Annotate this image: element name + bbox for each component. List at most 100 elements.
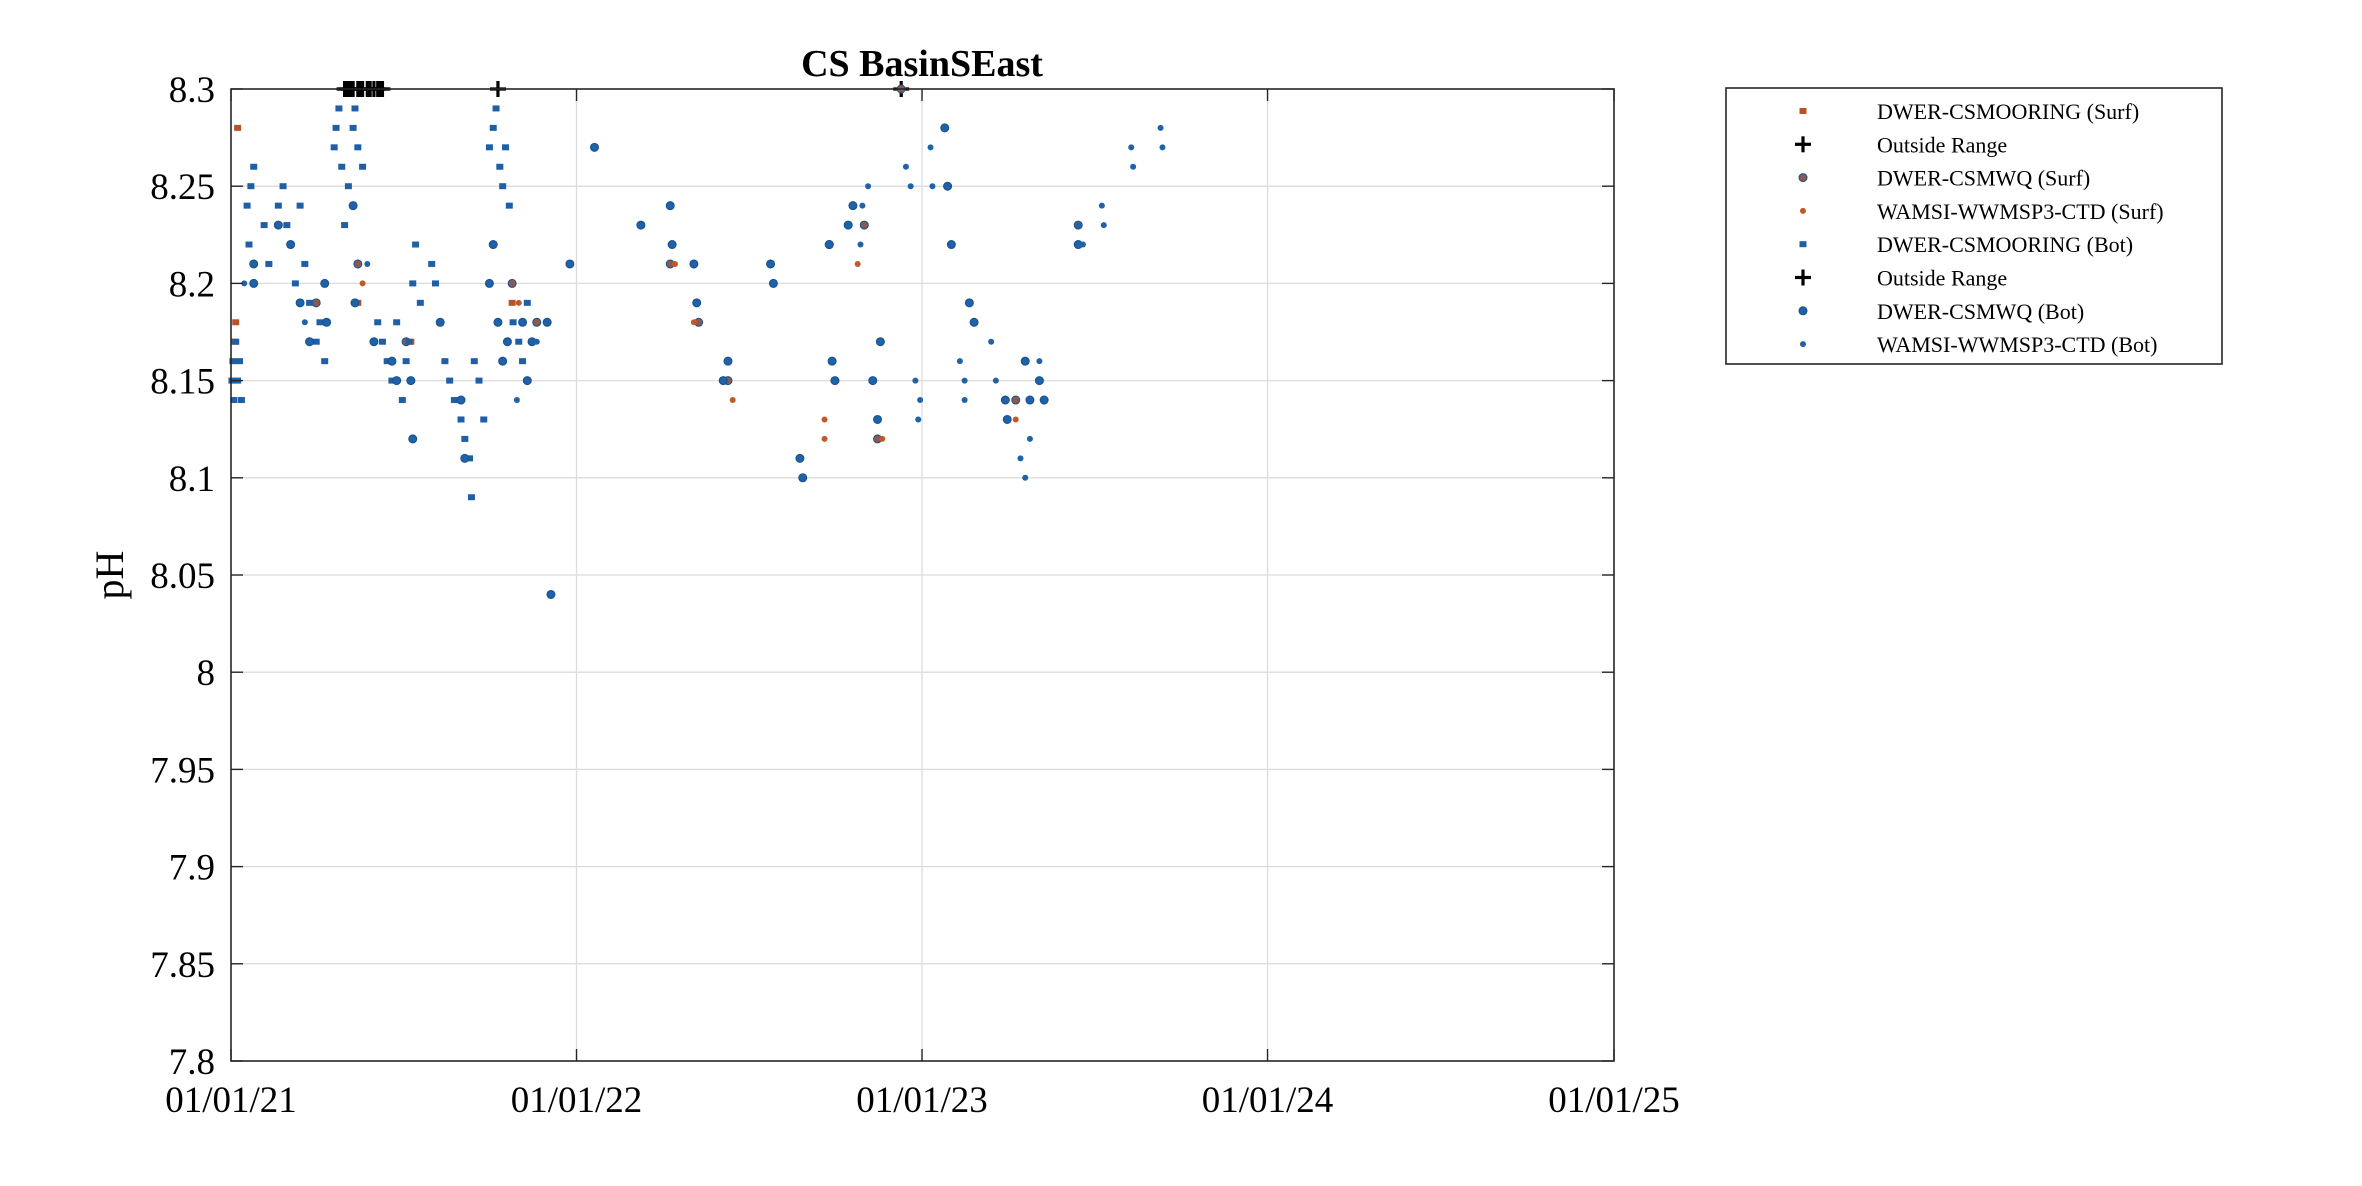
data-point	[692, 298, 702, 308]
x-tick-label: 01/01/23	[856, 1080, 988, 1121]
y-tick-label: 7.85	[150, 945, 215, 986]
data-point	[1025, 395, 1035, 405]
data-point	[306, 299, 314, 306]
data-point	[295, 298, 305, 308]
data-point	[250, 163, 258, 170]
y-axis-label: pH	[87, 551, 132, 600]
data-point	[236, 358, 244, 365]
data-point	[729, 397, 736, 404]
data-point	[589, 142, 599, 152]
series-3	[359, 260, 1019, 442]
data-point	[515, 299, 522, 306]
data-point	[533, 338, 540, 345]
data-point	[431, 280, 439, 287]
data-point	[351, 105, 359, 112]
data-point	[507, 278, 517, 288]
y-tick-label: 8.2	[169, 264, 215, 305]
data-point	[961, 397, 968, 404]
data-point	[237, 397, 245, 404]
data-point	[446, 377, 454, 384]
legend-marker	[1800, 207, 1806, 214]
data-point	[515, 338, 523, 345]
series-6	[249, 123, 1083, 599]
data-point	[1079, 241, 1086, 248]
data-point	[988, 338, 995, 345]
series-4	[228, 105, 531, 501]
data-point	[1000, 395, 1010, 405]
data-point	[1039, 395, 1049, 405]
data-point	[940, 123, 950, 133]
data-point	[387, 356, 397, 366]
data-point	[915, 416, 922, 423]
data-point	[354, 144, 362, 151]
y-tick-label: 7.9	[169, 848, 215, 889]
data-point	[1022, 474, 1029, 481]
data-point	[502, 144, 510, 151]
data-point	[873, 414, 883, 424]
y-tick-label: 8.3	[169, 70, 215, 111]
data-point	[330, 144, 338, 151]
data-point	[312, 338, 320, 345]
data-point	[412, 241, 419, 248]
y-tick-label: 8.15	[150, 362, 215, 403]
data-point	[405, 338, 413, 345]
data-point	[332, 124, 340, 131]
data-point	[1128, 144, 1135, 151]
data-point	[488, 240, 498, 250]
data-point	[398, 397, 406, 404]
data-point	[961, 377, 968, 384]
x-tick-label: 01/01/24	[1202, 1080, 1334, 1121]
data-point	[542, 317, 552, 327]
data-point	[273, 220, 283, 230]
data-point	[859, 220, 869, 230]
y-tick-label: 8	[197, 653, 216, 694]
data-point	[498, 356, 508, 366]
legend-label: Outside Range	[1877, 132, 2007, 157]
data-point	[406, 376, 416, 386]
data-point	[492, 105, 500, 112]
chart-title: CS BasinSEast	[801, 43, 1043, 85]
data-point	[230, 397, 238, 404]
data-point	[502, 337, 512, 347]
data-point	[416, 299, 424, 306]
data-point	[369, 337, 379, 347]
data-point	[301, 319, 308, 326]
data-point	[341, 222, 349, 229]
data-point	[265, 260, 273, 267]
data-point	[466, 455, 474, 462]
data-point	[402, 358, 410, 365]
data-point	[1020, 356, 1030, 366]
data-point	[857, 241, 864, 248]
data-point	[243, 202, 251, 209]
series-0	[231, 124, 516, 345]
legend-marker	[1798, 173, 1808, 183]
data-point	[723, 356, 733, 366]
legend-marker	[1799, 241, 1807, 248]
data-point	[667, 240, 677, 250]
data-point	[229, 358, 237, 365]
data-point	[378, 338, 386, 345]
data-point	[522, 376, 532, 386]
data-point	[428, 260, 436, 267]
data-point	[457, 416, 465, 423]
data-point	[868, 376, 878, 386]
data-point	[286, 240, 296, 250]
data-point	[1034, 376, 1044, 386]
data-point	[1011, 395, 1021, 405]
data-point	[665, 201, 675, 211]
data-point	[260, 222, 268, 229]
data-point	[848, 201, 858, 211]
data-point	[513, 397, 520, 404]
data-point	[519, 358, 527, 365]
data-point	[795, 453, 805, 463]
data-point	[946, 240, 956, 250]
legend-label: DWER-CSMWQ (Surf)	[1877, 166, 2090, 191]
data-point	[283, 222, 291, 229]
data-point	[349, 124, 357, 131]
data-point	[798, 473, 808, 483]
legend-label: DWER-CSMWQ (Bot)	[1877, 299, 2084, 324]
data-point	[830, 376, 840, 386]
data-point	[435, 317, 445, 327]
data-point	[1036, 358, 1043, 365]
data-point	[917, 397, 924, 404]
